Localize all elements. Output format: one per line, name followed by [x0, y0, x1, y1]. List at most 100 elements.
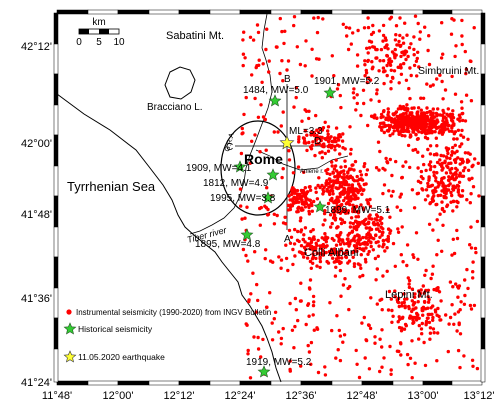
seismicity-event: [419, 175, 424, 179]
seismicity-event: [440, 21, 444, 25]
seismicity-event: [462, 302, 467, 306]
seismicity-event: [447, 322, 451, 326]
seismicity-event: [403, 107, 407, 112]
seismicity-event: [260, 80, 264, 85]
seismicity-event: [457, 174, 462, 178]
seismicity-event: [439, 193, 443, 197]
seismicity-event: [352, 236, 356, 240]
seismicity-event: [314, 256, 318, 261]
seismicity-event: [428, 144, 433, 148]
seismicity-event: [371, 23, 375, 28]
seismicity-event: [463, 166, 467, 170]
seismicity-event: [392, 129, 396, 133]
seismicity-event: [284, 256, 289, 261]
seismicity-event: [334, 243, 339, 247]
seismicity-event: [292, 23, 296, 28]
seismicity-event: [340, 139, 345, 143]
frame-tick-bar: [422, 380, 453, 386]
seismicity-event: [340, 238, 345, 242]
legend-instrumental-label: Instrumental seismicity (1990-2020) from…: [76, 308, 271, 317]
seismicity-event: [453, 143, 457, 147]
seismicity-event: [338, 261, 342, 266]
seismicity-event: [303, 64, 307, 68]
seismicity-event: [358, 188, 362, 193]
seismicity-event: [412, 206, 417, 210]
seismicity-event: [435, 160, 440, 165]
seismicity-event: [329, 188, 334, 192]
seismicity-event: [341, 182, 346, 186]
seismicity-event: [327, 143, 332, 147]
seismicity-event: [408, 66, 412, 70]
seismicity-event: [454, 157, 458, 162]
place-tyrrhenian: Tyrrhenian Sea: [67, 179, 156, 194]
seismicity-event: [315, 197, 320, 201]
seismicity-event: [427, 62, 432, 67]
seismicity-event: [382, 130, 386, 135]
seismicity-event: [426, 118, 431, 123]
seismicity-event: [412, 320, 416, 325]
seismicity-event: [371, 65, 375, 69]
seismicity-event: [279, 258, 284, 262]
seismicity-event: [389, 297, 393, 301]
seismicity-event: [263, 256, 267, 261]
seismicity-event: [298, 219, 303, 223]
seismicity-event: [405, 352, 410, 357]
seismicity-event: [241, 63, 245, 68]
seismicity-event: [355, 204, 359, 209]
seismicity-event: [300, 252, 305, 256]
seismicity-event: [454, 171, 458, 175]
seismicity-event: [335, 180, 339, 185]
seismicity-event: [364, 68, 368, 73]
seismicity-event: [441, 154, 446, 158]
seismicity-event: [302, 170, 306, 174]
seismicity-event: [381, 230, 385, 235]
seismicity-event: [338, 334, 343, 338]
seismicity-event: [332, 181, 336, 185]
seismicity-event: [336, 136, 340, 140]
frame-tick-bar: [53, 104, 59, 136]
seismicity-event: [419, 169, 424, 174]
seismicity-event: [433, 164, 437, 169]
seismicity-event: [296, 200, 301, 204]
seismicity-event: [409, 120, 413, 125]
frame-tick-bar: [300, 380, 333, 386]
seismicity-event: [413, 295, 417, 299]
seismicity-event: [377, 29, 382, 33]
seismicity-event: [430, 199, 435, 203]
seismicity-event: [434, 176, 438, 180]
seismicity-event: [398, 116, 403, 121]
seismicity-event: [326, 201, 331, 206]
seismicity-event: [424, 188, 429, 192]
seismicity-event: [321, 223, 325, 227]
seismicity-event: [334, 139, 338, 144]
seismicity-event: [242, 112, 246, 117]
seismicity-event: [364, 338, 369, 343]
seismicity-event: [354, 219, 358, 224]
seismicity-event: [434, 111, 439, 116]
lon-tick-label: 12°12': [164, 390, 195, 402]
seismicity-event: [446, 107, 450, 111]
earthquake-magnitude-label: ML=3.3: [289, 126, 323, 137]
seismicity-event: [244, 253, 248, 258]
seismicity-event: [356, 233, 360, 238]
seismicity-event: [390, 173, 394, 178]
seismicity-event: [314, 142, 318, 146]
seismicity-event: [377, 99, 381, 104]
seismicity-event: [393, 264, 397, 268]
seismicity-event: [245, 323, 249, 327]
seismicity-event: [307, 198, 312, 202]
seismicity-event: [265, 27, 269, 31]
seismicity-event: [388, 157, 392, 162]
seismicity-event: [408, 356, 413, 360]
seismicity-event: [302, 141, 306, 145]
seismicity-event: [295, 45, 299, 49]
seismicity-event: [311, 140, 315, 144]
seismicity-event: [456, 128, 461, 132]
seismicity-event: [304, 39, 308, 43]
seismicity-event: [363, 74, 367, 78]
seismicity-event: [390, 308, 394, 313]
seismicity-event: [331, 256, 335, 260]
seismicity-event: [405, 108, 410, 113]
seismicity-event: [335, 233, 339, 238]
seismicity-event: [440, 249, 444, 253]
